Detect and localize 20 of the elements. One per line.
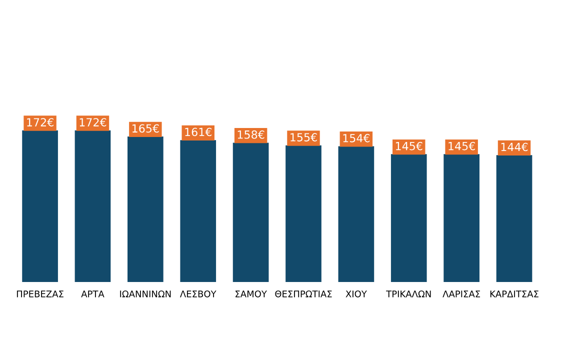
data-label: 145€ <box>396 142 422 150</box>
data-label: 161€ <box>185 128 212 136</box>
x-tick-label: ΙΩΑΝΝΙΝΩΝ <box>120 290 171 298</box>
data-label: 172€ <box>80 118 106 126</box>
data-label: 158€ <box>238 130 264 139</box>
x-tick-label: ΧΙΟΥ <box>346 290 367 298</box>
data-label: 145€ <box>448 142 475 150</box>
x-tick-label: ΑΡΤΑ <box>81 290 104 298</box>
data-label: 155€ <box>290 133 317 142</box>
data-label: 154€ <box>343 134 370 142</box>
x-tick-label: ΘΕΣΠΡΩΤΙΑΣ <box>275 290 332 298</box>
data-label: 144€ <box>501 142 528 152</box>
x-tick-label: ΤΡΙΚΑΛΩΝ <box>386 290 431 298</box>
x-tick-label: ΛΑΡΙΣΑΣ <box>442 290 480 298</box>
x-tick-label: ΚΑΡΔΙΤΣΑΣ <box>490 290 538 298</box>
x-tick-label: ΛΕΣΒΟΥ <box>180 290 216 298</box>
data-label: 165€ <box>132 124 159 133</box>
data-label: 172€ <box>27 118 54 126</box>
x-tick-label: ΣΑΜΟΥ <box>236 290 267 298</box>
x-tick-label: ΠΡΕΒΕΖΑΣ <box>16 290 64 298</box>
